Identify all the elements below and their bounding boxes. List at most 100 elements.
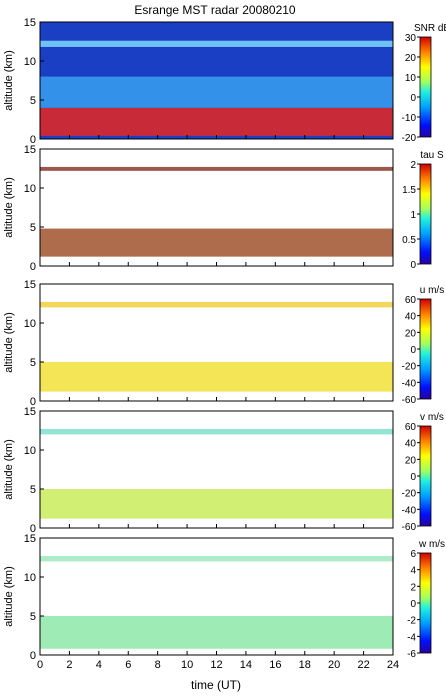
colorbar-tick-label: 0: [410, 472, 416, 483]
y-tick-label: 15: [24, 406, 36, 418]
y-axis-label: altitude (km): [3, 177, 15, 238]
y-tick-label: 15: [24, 533, 36, 545]
colorbar-tick-label: 0: [410, 260, 416, 271]
colorbar-label: w m/s: [418, 539, 445, 550]
x-tick-label: 24: [387, 659, 399, 671]
colorbar-tick-label: 1.5: [402, 185, 416, 196]
data-layer: [40, 40, 393, 47]
colorbar-tick-label: 40: [405, 439, 417, 450]
y-tick-label: 0: [30, 650, 36, 662]
panel-u: 0 5 10 15 altitude (km) u m/s60 40 20 0 -20 -40 -60: [3, 279, 444, 408]
data-layer: [40, 107, 393, 136]
colorbar-tick-label: 2: [410, 582, 416, 593]
y-axis-label: altitude (km): [3, 312, 15, 373]
y-tick-label: 15: [24, 17, 36, 29]
y-tick-label: 10: [24, 56, 36, 68]
panel-tau: 0 5 10 15 altitude (km) tau S 2 1.5 1 0.5 0: [3, 144, 444, 273]
y-tick-label: 0: [30, 523, 36, 535]
colorbar-tick-label: -40: [402, 378, 417, 389]
colorbar-tick-label: -10: [402, 113, 417, 124]
y-tick-label: 15: [24, 279, 36, 291]
colorbar-tick-label: 20: [405, 328, 417, 339]
colorbar-tick-label: 10: [405, 73, 417, 84]
colorbar-tick-label: 0: [410, 345, 416, 356]
data-layer: [40, 166, 393, 171]
colorbar-tick-label: -60: [402, 395, 417, 406]
y-tick-label: 10: [24, 572, 36, 584]
y-tick-label: 15: [24, 144, 36, 156]
colorbar-tick-label: -40: [402, 505, 417, 516]
colorbar: [419, 36, 432, 138]
x-tick-label: 8: [155, 659, 161, 671]
y-tick-label: 10: [24, 183, 36, 195]
colorbar-tick-label: 4: [410, 566, 416, 577]
colorbar: [419, 298, 432, 400]
colorbar-tick-label: 60: [405, 422, 417, 433]
data-layer: [40, 428, 393, 435]
colorbar-tick-label: -4: [407, 632, 416, 643]
colorbar-tick-label: 20: [405, 53, 417, 64]
data-layer: [40, 228, 393, 257]
colorbar-tick-label: 40: [405, 312, 417, 323]
x-tick-label: 2: [66, 659, 72, 671]
y-tick-label: 5: [30, 357, 36, 369]
colorbar-tick-label: -20: [402, 362, 417, 373]
x-tick-label: 22: [357, 659, 369, 671]
data-layer: [40, 555, 393, 562]
x-tick-label: 6: [125, 659, 131, 671]
y-tick-label: 5: [30, 222, 36, 234]
colorbar: [419, 163, 432, 265]
x-axis-label: time (UT): [191, 678, 241, 692]
y-tick-label: 0: [30, 261, 36, 273]
x-tick-label: 20: [328, 659, 340, 671]
colorbar-label: SNR dB: [414, 23, 446, 34]
colorbar-tick-label: 30: [405, 33, 417, 44]
colorbar-tick-label: -6: [407, 649, 416, 660]
colorbar-tick-label: -60: [402, 522, 417, 533]
y-axis-label: altitude (km): [3, 50, 15, 111]
x-tick-label: 12: [210, 659, 222, 671]
colorbar-label: u m/s: [420, 285, 444, 296]
colorbar-tick-label: 0: [410, 93, 416, 104]
colorbar-tick-label: 0.5: [402, 235, 416, 246]
y-tick-label: 0: [30, 396, 36, 408]
colorbar-tick-label: 0: [410, 599, 416, 610]
x-tick-label: 10: [181, 659, 193, 671]
colorbar-tick-label: -20: [402, 133, 417, 144]
y-axis-label: altitude (km): [3, 439, 15, 500]
data-layer: [40, 362, 393, 392]
colorbar-tick-label: -2: [407, 616, 416, 627]
data-layer: [40, 301, 393, 308]
colorbar-label: tau S: [420, 150, 444, 161]
y-axis-label: altitude (km): [3, 566, 15, 627]
x-tick-label: 18: [299, 659, 311, 671]
colorbar-tick-label: -20: [402, 489, 417, 500]
x-tick-label: 0: [37, 659, 43, 671]
colorbar-tick-label: 1: [410, 210, 416, 221]
y-tick-label: 5: [30, 484, 36, 496]
colorbar-tick-label: 6: [410, 549, 416, 560]
colorbar-tick-label: 20: [405, 455, 417, 466]
data-layer: [40, 76, 393, 108]
x-tick-label: 4: [96, 659, 102, 671]
y-tick-label: 5: [30, 611, 36, 623]
panel-v: 0 5 10 15 altitude (km) v m/s60 40 20 0 -20 -40 -60: [3, 406, 444, 535]
colorbar-tick-label: 2: [410, 160, 416, 171]
data-layer: [40, 489, 393, 519]
colorbar-label: v m/s: [420, 412, 444, 423]
colorbar: [419, 425, 432, 527]
data-layer: [40, 616, 393, 649]
y-tick-label: 10: [24, 318, 36, 330]
colorbar: [419, 552, 432, 654]
y-tick-label: 0: [30, 134, 36, 146]
colorbar-tick-label: 60: [405, 295, 417, 306]
panel-snr: 0 5 10 15 altitude (km) SNR dB30 20 10 0 -10 -20: [3, 17, 446, 146]
y-tick-label: 5: [30, 95, 36, 107]
x-tick-label: 14: [240, 659, 252, 671]
chart-title: Esrange MST radar 20080210: [134, 3, 296, 17]
x-tick-label: 16: [269, 659, 281, 671]
